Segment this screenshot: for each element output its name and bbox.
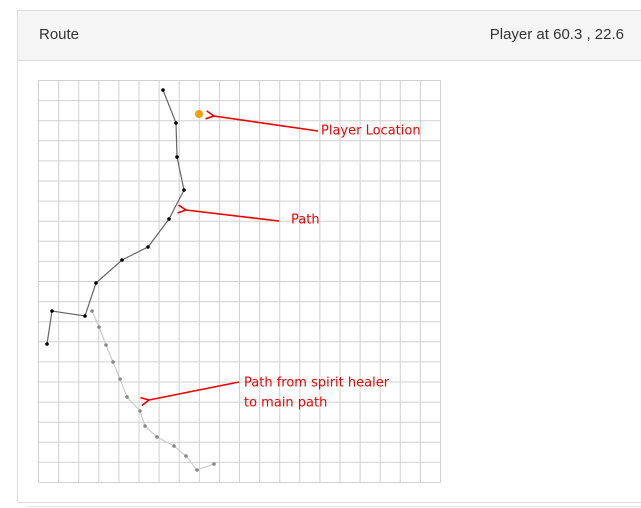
panel-header bbox=[18, 11, 641, 60]
arrow bbox=[214, 116, 319, 132]
arrow bbox=[186, 210, 280, 222]
path-point bbox=[104, 343, 108, 347]
path-point bbox=[184, 454, 188, 458]
path-point bbox=[120, 258, 124, 262]
path-point bbox=[155, 435, 159, 439]
path-point bbox=[125, 395, 129, 399]
path-point bbox=[118, 377, 122, 381]
arrow bbox=[149, 381, 240, 400]
path-point bbox=[182, 188, 186, 192]
path-point bbox=[167, 217, 171, 221]
path-point bbox=[143, 424, 147, 428]
path-point bbox=[94, 281, 98, 285]
path-point bbox=[138, 409, 142, 413]
path-point bbox=[50, 309, 54, 313]
panel bbox=[17, 10, 641, 503]
annotation: Player Location bbox=[321, 124, 421, 139]
path-point bbox=[175, 155, 179, 159]
path-points bbox=[45, 88, 216, 472]
path-point bbox=[212, 462, 216, 466]
path-point bbox=[111, 360, 115, 364]
path-point bbox=[146, 245, 150, 249]
player-status: Player at 60.3 , 22.6 bbox=[490, 26, 624, 43]
annotation: Path from spirit healer bbox=[244, 376, 390, 391]
path-point bbox=[45, 342, 49, 346]
path-point bbox=[83, 314, 87, 318]
path-point bbox=[174, 121, 178, 125]
player-dot bbox=[195, 110, 203, 118]
panel-title: Route bbox=[39, 26, 79, 43]
path-point bbox=[161, 88, 165, 92]
path-point bbox=[90, 309, 94, 313]
path-point bbox=[97, 325, 101, 329]
map-grid bbox=[38, 80, 441, 483]
path-point bbox=[172, 444, 176, 448]
annotation: Path bbox=[291, 213, 320, 228]
annotation: to main path bbox=[244, 396, 327, 411]
path-point bbox=[195, 468, 199, 472]
